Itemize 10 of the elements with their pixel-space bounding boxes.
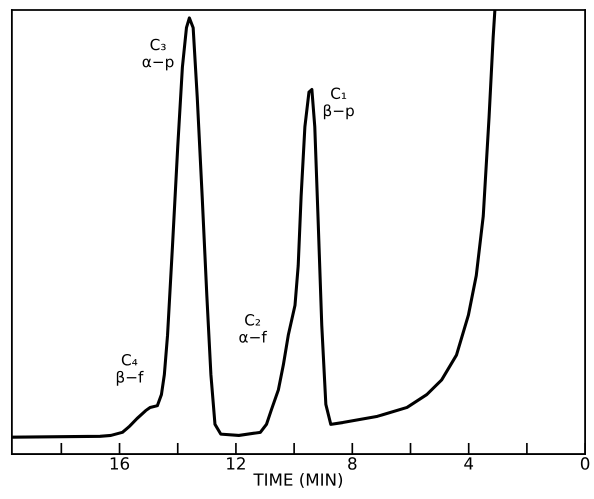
x-tick-label: 4 bbox=[464, 457, 474, 470]
annotation: C₃ α−p bbox=[142, 38, 174, 70]
x-axis-title: TIME (MIN) bbox=[253, 473, 342, 488]
annotation: C₂ α−f bbox=[239, 314, 268, 343]
x-tick-label: 12 bbox=[227, 457, 245, 470]
annotation: C₄ β−f bbox=[116, 354, 144, 386]
x-tick-label: 8 bbox=[348, 457, 356, 470]
x-tick-label: 16 bbox=[110, 457, 130, 470]
annotation: C₁ β−p bbox=[324, 88, 354, 120]
x-tick-label: 0 bbox=[580, 457, 590, 470]
